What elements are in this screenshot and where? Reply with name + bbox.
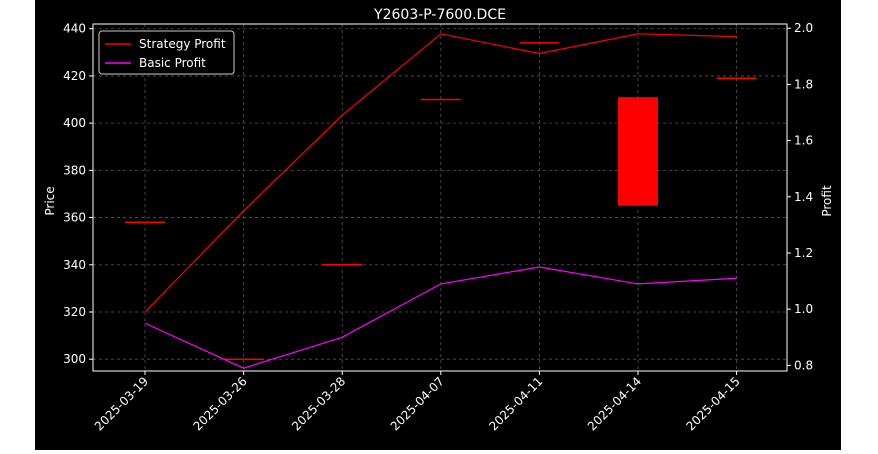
legend: Strategy Profit Basic Profit [98, 30, 235, 75]
right-axis-label: Profit [820, 185, 834, 217]
x-tick-label: 2025-03-28 [289, 374, 348, 433]
left-tick-label: 420 [63, 69, 86, 83]
chart-title: Y2603-P-7600.DCE [373, 7, 506, 23]
right-tick-label: 2.0 [794, 21, 813, 35]
right-tick-label: 1.2 [794, 246, 813, 260]
right-tick-label: 1.4 [794, 190, 813, 204]
right-tick-label: 1.8 [794, 77, 813, 91]
grid-layer [93, 24, 787, 371]
x-tick-label: 2025-03-19 [92, 374, 151, 433]
legend-box [98, 30, 235, 75]
candle-layer [125, 42, 757, 360]
left-tick-label: 380 [63, 163, 86, 177]
left-tick-label: 400 [63, 116, 86, 130]
plot-frame [92, 23, 788, 372]
left-tick-label: 340 [63, 258, 86, 272]
chart-figure: 2025-03-19 2025-03-26 2025-03-28 2025-04-07… [35, 0, 841, 450]
left-tick-label: 360 [63, 211, 86, 225]
series-line-strategy-profit [144, 33, 737, 313]
right-tick-label: 0.8 [794, 358, 813, 372]
price-candle [618, 97, 658, 206]
left-tick-label: 320 [63, 305, 86, 319]
x-tick-label: 2025-04-11 [486, 374, 545, 433]
right-tick-label: 1.0 [794, 302, 813, 316]
left-axis-label: Price [43, 186, 57, 215]
x-tick-label: 2025-04-07 [388, 374, 447, 433]
series-layer [144, 33, 737, 369]
left-tick-label: 300 [63, 352, 86, 366]
legend-label-strategy-profit: Strategy Profit [139, 37, 226, 51]
x-tick-label: 2025-03-26 [191, 374, 250, 433]
series-line-basic-profit [144, 266, 737, 369]
right-tick-label: 1.6 [794, 134, 813, 148]
legend-label-basic-profit: Basic Profit [139, 56, 206, 70]
x-tick-label: 2025-04-15 [684, 374, 743, 433]
left-tick-label: 440 [63, 22, 86, 36]
chart-svg: 2025-03-19 2025-03-26 2025-03-28 2025-04-07… [43, 7, 834, 433]
axis-layer: 2025-03-19 2025-03-26 2025-03-28 2025-04-07… [63, 21, 813, 433]
x-tick-label: 2025-04-14 [585, 374, 644, 433]
